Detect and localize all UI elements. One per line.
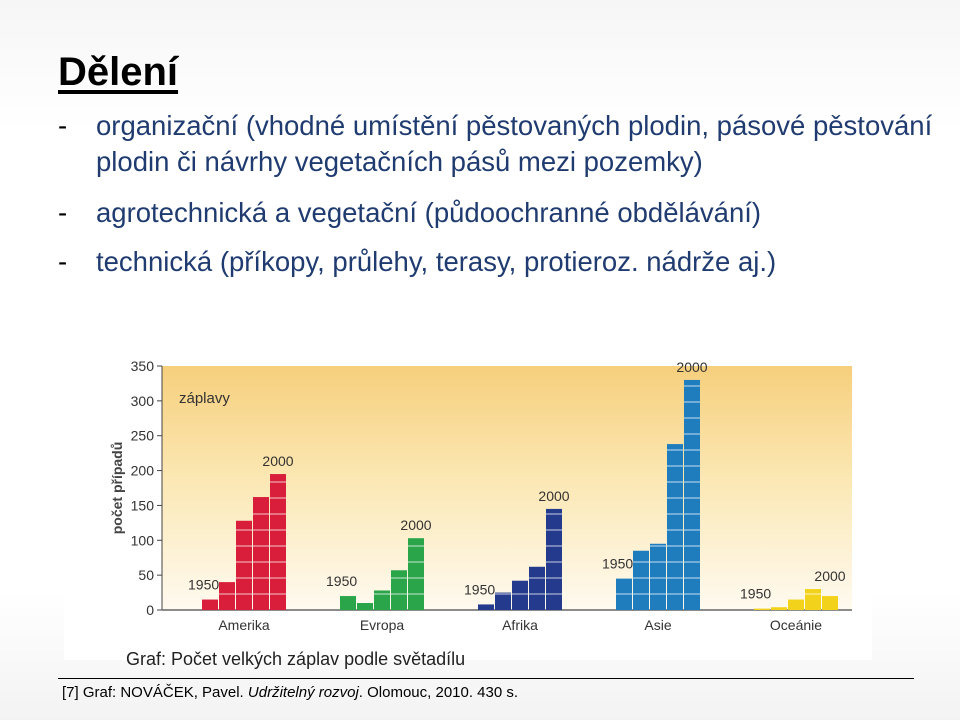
bar-oceánie-1 bbox=[771, 607, 787, 610]
bar-evropa-0 bbox=[340, 596, 356, 610]
source-suffix: . Olomouc, 2010. 430 s. bbox=[358, 684, 519, 701]
bar-amerika-1 bbox=[219, 582, 235, 610]
category-label: Oceánie bbox=[770, 617, 822, 633]
y-tick-label: 350 bbox=[131, 358, 155, 374]
bullet-item: - agrotechnická a vegetační (půdoochrann… bbox=[58, 195, 938, 231]
start-year-label: 1950 bbox=[464, 581, 495, 597]
start-year-label: 1950 bbox=[326, 573, 357, 589]
bar-afrika-2 bbox=[512, 580, 528, 610]
bullet-item: - organizační (vhodné umístění pěstovaný… bbox=[58, 108, 938, 180]
bar-evropa-1 bbox=[357, 603, 373, 610]
bar-oceánie-3 bbox=[805, 589, 821, 610]
source-prefix: [7] Graf: NOVÁČEK, Pavel. bbox=[62, 684, 248, 701]
bullet-list: - organizační (vhodné umístění pěstovaný… bbox=[58, 108, 938, 295]
y-tick-label: 0 bbox=[146, 602, 154, 618]
chart-caption: Graf: Počet velkých záplav podle světadí… bbox=[126, 649, 466, 669]
category-label: Amerika bbox=[218, 617, 270, 633]
start-year-label: 1950 bbox=[188, 577, 219, 593]
bullet-text: organizační (vhodné umístění pěstovaných… bbox=[96, 110, 933, 177]
bullet-text: agrotechnická a vegetační (půdoochranné … bbox=[96, 197, 762, 228]
y-tick-label: 300 bbox=[131, 393, 155, 409]
legend-label: záplavy bbox=[179, 390, 230, 407]
bar-evropa-3 bbox=[391, 570, 407, 610]
category-label: Asie bbox=[644, 617, 671, 633]
y-tick-label: 250 bbox=[131, 428, 155, 444]
bar-evropa-4 bbox=[408, 538, 424, 610]
y-tick-label: 150 bbox=[131, 497, 155, 513]
source-divider bbox=[58, 678, 914, 679]
start-year-label: 1950 bbox=[602, 556, 633, 572]
bullet-text: technická (příkopy, průlehy, terasy, pro… bbox=[96, 246, 777, 277]
bar-asie-1 bbox=[633, 550, 649, 610]
bar-oceánie-2 bbox=[788, 599, 804, 610]
category-label: Afrika bbox=[502, 617, 538, 633]
bar-asie-3 bbox=[667, 444, 683, 610]
bar-evropa-2 bbox=[374, 590, 390, 610]
end-year-label: 2000 bbox=[262, 453, 293, 469]
bar-amerika-3 bbox=[253, 497, 269, 610]
source-citation: [7] Graf: NOVÁČEK, Pavel. Udržitelný roz… bbox=[62, 684, 518, 701]
y-axis-label: počet případů bbox=[109, 442, 125, 535]
end-year-label: 2000 bbox=[676, 359, 707, 375]
chart-figure: 0 50 100 150 200 250 300 350 počet případů záplav… bbox=[64, 346, 872, 669]
end-year-label: 2000 bbox=[814, 568, 845, 584]
y-tick-label: 50 bbox=[138, 567, 154, 583]
bar-amerika-2 bbox=[236, 520, 252, 610]
bar-amerika-4 bbox=[270, 474, 286, 610]
bar-afrika-3 bbox=[529, 566, 545, 610]
bullet-marker: - bbox=[58, 246, 68, 277]
end-year-label: 2000 bbox=[400, 517, 431, 533]
bar-afrika-1 bbox=[495, 592, 511, 610]
y-tick-label: 100 bbox=[131, 532, 155, 548]
bar-asie-2 bbox=[650, 543, 666, 610]
bullet-marker: - bbox=[58, 197, 68, 228]
slide-title: Dělení bbox=[58, 50, 179, 94]
bar-amerika-0 bbox=[202, 599, 218, 610]
flood-bar-chart: 0 50 100 150 200 250 300 350 počet případů záplav… bbox=[109, 358, 852, 633]
bar-oceánie-0 bbox=[754, 608, 770, 610]
category-label: Evropa bbox=[360, 617, 405, 633]
start-year-label: 1950 bbox=[740, 586, 771, 602]
bar-oceánie-4 bbox=[822, 596, 838, 610]
bar-afrika-4 bbox=[546, 508, 562, 610]
y-tick-label: 200 bbox=[131, 463, 155, 479]
bar-afrika-0 bbox=[478, 604, 494, 610]
bar-asie-4 bbox=[684, 379, 700, 610]
end-year-label: 2000 bbox=[538, 488, 569, 504]
bullet-marker: - bbox=[58, 110, 68, 141]
source-italic: Udržitelný rozvoj bbox=[247, 684, 359, 701]
bullet-item: - technická (příkopy, průlehy, terasy, p… bbox=[58, 244, 938, 280]
